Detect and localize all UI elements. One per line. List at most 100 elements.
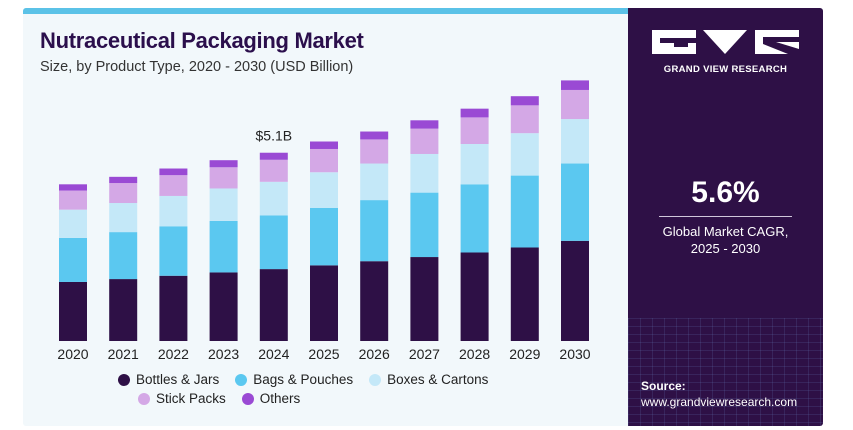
bar-segment-2028-4 — [460, 108, 489, 118]
legend-label: Boxes & Cartons — [387, 372, 489, 387]
legend-swatch — [235, 373, 248, 386]
x-tick-label: 2021 — [108, 346, 139, 362]
bar-segment-2028-0 — [460, 252, 489, 341]
bar-segment-2027-1 — [410, 192, 439, 258]
legend-swatch — [138, 392, 150, 405]
legend-swatch — [369, 373, 382, 386]
legend-item-bottles-jars: Bottles & Jars — [118, 372, 219, 387]
bar-segment-2022-0 — [159, 275, 188, 341]
bar-segment-2026-0 — [360, 261, 389, 341]
bar-segment-2029-2 — [510, 133, 539, 176]
brand-name: GRAND VIEW RESEARCH — [663, 64, 788, 75]
bar-segment-2029-3 — [510, 105, 539, 134]
x-tick-label: 2030 — [559, 346, 590, 362]
bar-segment-2025-3 — [310, 148, 338, 173]
bar-segment-2022-3 — [159, 175, 188, 196]
bar-segment-2022-2 — [159, 195, 188, 227]
bar-segment-2021-3 — [109, 183, 138, 204]
bar-segment-2030-3 — [561, 89, 589, 120]
x-tick-label: 2026 — [359, 346, 390, 362]
legend-label: Bottles & Jars — [136, 372, 220, 387]
legend-item-boxes-cartons: Boxes & Cartons — [369, 372, 488, 387]
accent-bar — [23, 8, 628, 14]
bar-segment-2027-4 — [410, 120, 439, 129]
bar-segment-2022-4 — [159, 168, 188, 176]
bar-segment-2020-1 — [59, 237, 87, 282]
legend-item-bags-pouches: Bags & Pouches — [235, 372, 353, 387]
x-tick-label: 2024 — [258, 346, 289, 362]
cagr-value: 5.6% — [691, 176, 760, 209]
bar-segment-2026-2 — [360, 163, 389, 201]
x-tick-label: 2020 — [57, 346, 88, 362]
chart-legend: Bottles & Jars Bags & Pouches Boxes & Ca… — [118, 372, 538, 410]
bar-segment-2027-3 — [410, 128, 439, 154]
x-tick-label: 2028 — [459, 346, 490, 362]
x-tick-label: 2029 — [509, 346, 540, 362]
bar-segment-2025-0 — [310, 265, 338, 341]
bar-segment-2025-4 — [310, 141, 338, 149]
chart-subtitle: Size, by Product Type, 2020 - 2030 (USD … — [40, 59, 354, 75]
decorative-grid — [628, 318, 823, 426]
side-panel: GRAND VIEW RESEARCH 5.6% Global Market C… — [628, 8, 823, 426]
bar-annotation: $5.1B — [256, 128, 293, 144]
cagr-label-line2: 2025 - 2030 — [690, 241, 761, 256]
bar-segment-2030-0 — [561, 240, 589, 341]
source-url[interactable]: www.grandviewresearch.com — [641, 395, 798, 409]
bar-segment-2028-2 — [460, 143, 489, 185]
cagr-label-line1: Global Market CAGR, — [662, 224, 789, 239]
legend-swatch — [118, 373, 130, 386]
bar-segment-2030-4 — [561, 80, 589, 90]
legend-item-others: Others — [241, 391, 301, 406]
bar-segment-2024-4 — [259, 152, 288, 160]
bar-segment-2028-3 — [460, 117, 489, 144]
chart-title: Nutraceutical Packaging Market — [40, 28, 364, 53]
bar-chart: 2020 2021 2022 2023 2024 2025 2026 2027 2028 2029… — [57, 80, 591, 362]
x-tick-label: 2023 — [208, 346, 239, 362]
bar-segment-2021-4 — [109, 176, 138, 184]
bar-segment-2020-4 — [59, 184, 87, 191]
bar-segment-2020-2 — [59, 209, 87, 238]
bar-segment-2029-1 — [510, 175, 539, 248]
cagr-label: Global Market CAGR, 2025 - 2030 — [628, 223, 823, 257]
bar-segment-2026-4 — [360, 131, 389, 140]
bar-segment-2028-1 — [460, 184, 489, 253]
grand-view-research-logo — [652, 30, 799, 54]
bar-segment-2020-3 — [59, 190, 87, 210]
chart-card: Nutraceutical Packaging Market Size, by … — [23, 8, 823, 426]
bar-segment-2024-1 — [259, 215, 288, 270]
bar-segment-2024-3 — [259, 159, 288, 182]
bar-segment-2027-0 — [410, 257, 439, 341]
bar-segment-2029-0 — [510, 247, 539, 341]
bar-segment-2021-2 — [109, 203, 138, 233]
bar-segment-2030-1 — [561, 163, 589, 241]
x-tick-label: 2027 — [409, 346, 440, 362]
legend-label: Bags & Pouches — [253, 372, 354, 387]
source-label: Source: — [641, 379, 686, 393]
bar-segment-2030-2 — [561, 119, 589, 164]
bar-segment-2023-2 — [209, 188, 238, 221]
legend-item-stick-packs: Stick Packs — [138, 391, 226, 406]
bar-segment-2024-2 — [259, 181, 288, 216]
x-tick-label: 2022 — [158, 346, 189, 362]
legend-swatch — [241, 392, 254, 405]
legend-label: Others — [259, 391, 301, 406]
bar-segment-2021-0 — [109, 279, 138, 341]
bar-segment-2026-1 — [360, 200, 389, 262]
bar-segment-2024-0 — [259, 269, 288, 341]
bar-segment-2023-4 — [209, 160, 238, 168]
bar-segment-2029-4 — [510, 96, 539, 106]
bar-segment-2023-3 — [209, 167, 238, 189]
bar-segment-2023-0 — [209, 272, 238, 341]
divider — [659, 216, 792, 217]
bar-segment-2021-1 — [109, 232, 138, 280]
legend-label: Stick Packs — [156, 391, 226, 406]
bar-segment-2022-1 — [159, 226, 188, 276]
bar-segment-2027-2 — [410, 153, 439, 193]
source-note: Source: www.grandviewresearch.com — [641, 378, 797, 410]
bar-segment-2025-1 — [310, 208, 338, 266]
bar-segment-2020-0 — [59, 281, 87, 341]
bar-segment-2023-1 — [209, 220, 238, 273]
x-tick-label: 2025 — [308, 346, 339, 362]
bar-segment-2026-3 — [360, 139, 389, 164]
bar-segment-2025-2 — [310, 172, 338, 208]
